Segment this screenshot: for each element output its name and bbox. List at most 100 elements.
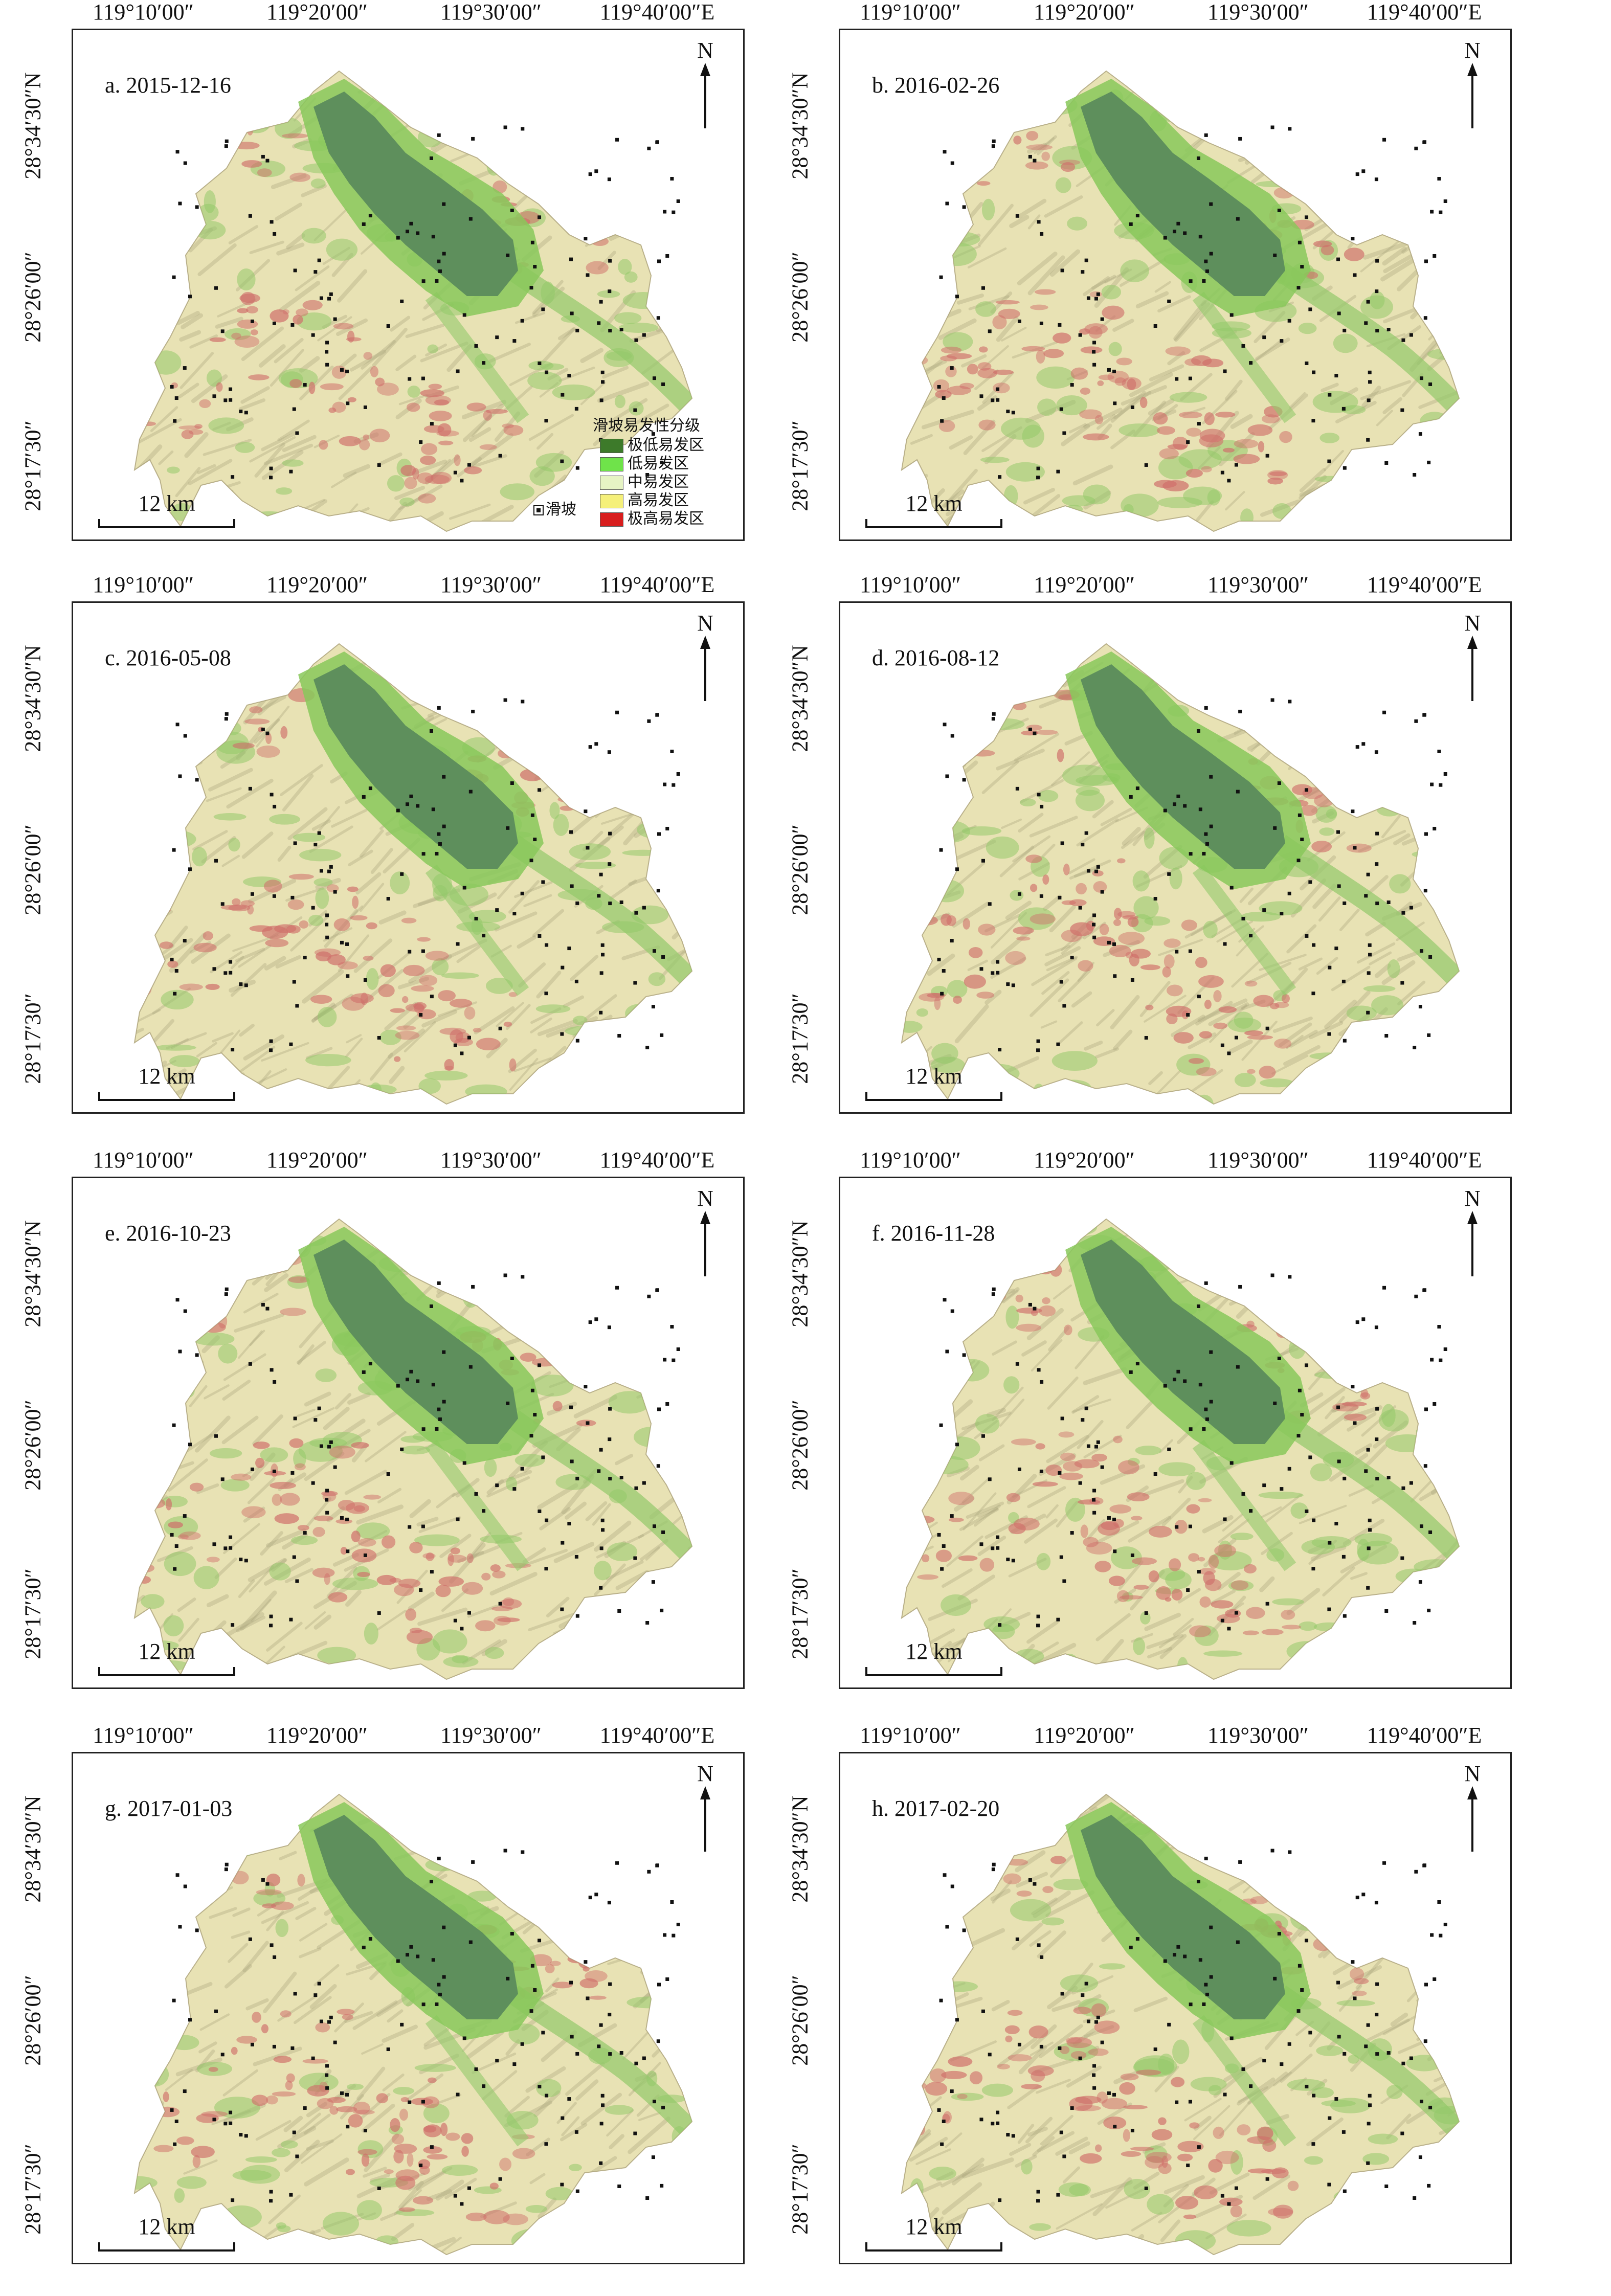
latitude-label: 28°26′00″ bbox=[787, 252, 813, 343]
latitude-label: 28°26′00″ bbox=[787, 1975, 813, 2066]
north-arrow-icon bbox=[1457, 636, 1488, 702]
longitude-label: 119°40′00″E bbox=[600, 1723, 715, 1748]
north-letter: N bbox=[690, 1186, 721, 1211]
map-panel: 119°10′00″119°20′00″119°30′00″119°40′00″… bbox=[767, 1148, 1539, 1721]
map-frame: h. 2017-02-20 N 12 km bbox=[839, 1752, 1512, 2264]
scale-bar-line bbox=[865, 516, 1003, 531]
latitude-label: 28°26′00″ bbox=[787, 1400, 813, 1491]
longitude-label: 119°10′00″ bbox=[93, 1723, 194, 1748]
scale-bar-label: 12 km bbox=[98, 490, 236, 516]
longitude-label: 119°30′00″ bbox=[440, 0, 542, 25]
legend-item-label: 极高易发区 bbox=[628, 510, 704, 528]
north-arrow: N bbox=[690, 1762, 721, 1859]
map-panel: 119°10′00″119°20′00″119°30′00″119°40′00″… bbox=[0, 1148, 772, 1721]
scale-bar-line bbox=[98, 516, 236, 531]
scale-bar-label: 12 km bbox=[865, 490, 1003, 516]
longitude-label: 119°10′00″ bbox=[93, 0, 194, 25]
legend-item: 极低易发区 bbox=[600, 432, 704, 449]
latitude-label: 28°26′00″ bbox=[20, 1400, 46, 1491]
scale-bar-label: 12 km bbox=[865, 2214, 1003, 2240]
scale-bar: 12 km bbox=[98, 2214, 236, 2255]
north-arrow: N bbox=[1457, 38, 1488, 136]
panel-title: a. 2015-12-16 bbox=[105, 72, 231, 98]
longitude-labels: 119°10′00″119°20′00″119°30′00″119°40′00″… bbox=[854, 1148, 1519, 1173]
longitude-label: 119°20′00″ bbox=[1034, 0, 1135, 25]
latitude-label: 28°17′30″ bbox=[787, 1568, 813, 1659]
legend-item: 低易发区 bbox=[600, 451, 689, 468]
latitude-label: 28°17′30″ bbox=[20, 420, 46, 511]
north-arrow-icon bbox=[690, 636, 721, 702]
longitude-label: 119°30′00″ bbox=[440, 573, 542, 597]
map-panel: 119°10′00″119°20′00″119°30′00″119°40′00″… bbox=[767, 0, 1539, 573]
north-arrow-icon bbox=[690, 63, 721, 129]
scale-bar: 12 km bbox=[98, 1638, 236, 1679]
latitude-label: 28°17′30″ bbox=[787, 993, 813, 1084]
latitude-label: 28°34′30″N bbox=[787, 72, 813, 179]
legend-item: 高易发区 bbox=[600, 487, 689, 505]
north-letter: N bbox=[1457, 1186, 1488, 1211]
study-area-map bbox=[840, 1178, 1510, 1687]
longitude-label: 119°10′00″ bbox=[93, 1148, 194, 1173]
panel-title: h. 2017-02-20 bbox=[872, 1795, 999, 1821]
scale-bar-line bbox=[865, 2239, 1003, 2255]
longitude-label: 119°40′00″E bbox=[1367, 0, 1482, 25]
longitude-label: 119°30′00″ bbox=[1207, 0, 1309, 25]
north-arrow-icon bbox=[690, 1786, 721, 1853]
longitude-label: 119°10′00″ bbox=[860, 1723, 961, 1748]
latitude-label: 28°17′30″ bbox=[787, 2144, 813, 2235]
longitude-label: 119°40′00″E bbox=[1367, 573, 1482, 597]
map-panel: 119°10′00″119°20′00″119°30′00″119°40′00″… bbox=[0, 573, 772, 1145]
map-panel: 119°10′00″119°20′00″119°30′00″119°40′00″… bbox=[0, 0, 772, 573]
longitude-label: 119°20′00″ bbox=[266, 573, 368, 597]
map-frame: c. 2016-05-08 N 12 km bbox=[72, 601, 745, 1114]
study-area-map bbox=[73, 1753, 743, 2263]
latitude-label: 28°34′30″N bbox=[20, 645, 46, 752]
study-area-map bbox=[840, 603, 1510, 1112]
map-legend: 滑坡易发性分级极低易发区低易发区中易发区高易发区极高易发区 bbox=[593, 413, 736, 535]
longitude-label: 119°20′00″ bbox=[1034, 1148, 1135, 1173]
north-arrow: N bbox=[1457, 1762, 1488, 1859]
longitude-labels: 119°10′00″119°20′00″119°30′00″119°40′00″… bbox=[854, 1723, 1519, 1748]
longitude-label: 119°30′00″ bbox=[440, 1723, 542, 1748]
panel-title: b. 2016-02-26 bbox=[872, 72, 999, 98]
landslide-legend: 滑坡 bbox=[533, 497, 576, 519]
longitude-label: 119°30′00″ bbox=[1207, 573, 1309, 597]
latitude-label: 28°26′00″ bbox=[20, 1975, 46, 2066]
longitude-labels: 119°10′00″119°20′00″119°30′00″119°40′00″… bbox=[854, 0, 1519, 25]
panel-title: c. 2016-05-08 bbox=[105, 645, 231, 671]
latitude-labels: 28°34′30″N 28°26′00″ 28°17′30″ bbox=[0, 1177, 66, 1688]
longitude-label: 119°20′00″ bbox=[266, 0, 368, 25]
scale-bar: 12 km bbox=[98, 490, 236, 531]
scale-bar-label: 12 km bbox=[98, 1638, 236, 1664]
scale-bar-label: 12 km bbox=[865, 1063, 1003, 1089]
latitude-label: 28°34′30″N bbox=[20, 1220, 46, 1327]
longitude-labels: 119°10′00″119°20′00″119°30′00″119°40′00″… bbox=[87, 1723, 752, 1748]
latitude-label: 28°17′30″ bbox=[20, 2144, 46, 2235]
scale-bar-label: 12 km bbox=[98, 1063, 236, 1089]
longitude-label: 119°20′00″ bbox=[1034, 1723, 1135, 1748]
latitude-label: 28°17′30″ bbox=[20, 1568, 46, 1659]
north-arrow: N bbox=[690, 611, 721, 708]
north-letter: N bbox=[1457, 611, 1488, 636]
north-letter: N bbox=[690, 1762, 721, 1786]
longitude-labels: 119°10′00″119°20′00″119°30′00″119°40′00″… bbox=[87, 1148, 752, 1173]
study-area-map bbox=[73, 1178, 743, 1687]
longitude-label: 119°10′00″ bbox=[860, 573, 961, 597]
longitude-label: 119°30′00″ bbox=[440, 1148, 542, 1173]
map-panel: 119°10′00″119°20′00″119°30′00″119°40′00″… bbox=[767, 1723, 1539, 2296]
north-letter: N bbox=[690, 38, 721, 63]
longitude-labels: 119°10′00″119°20′00″119°30′00″119°40′00″… bbox=[87, 0, 752, 25]
latitude-label: 28°26′00″ bbox=[787, 824, 813, 915]
north-arrow: N bbox=[1457, 1186, 1488, 1284]
scale-bar-line bbox=[865, 1664, 1003, 1679]
longitude-label: 119°40′00″E bbox=[600, 1148, 715, 1173]
